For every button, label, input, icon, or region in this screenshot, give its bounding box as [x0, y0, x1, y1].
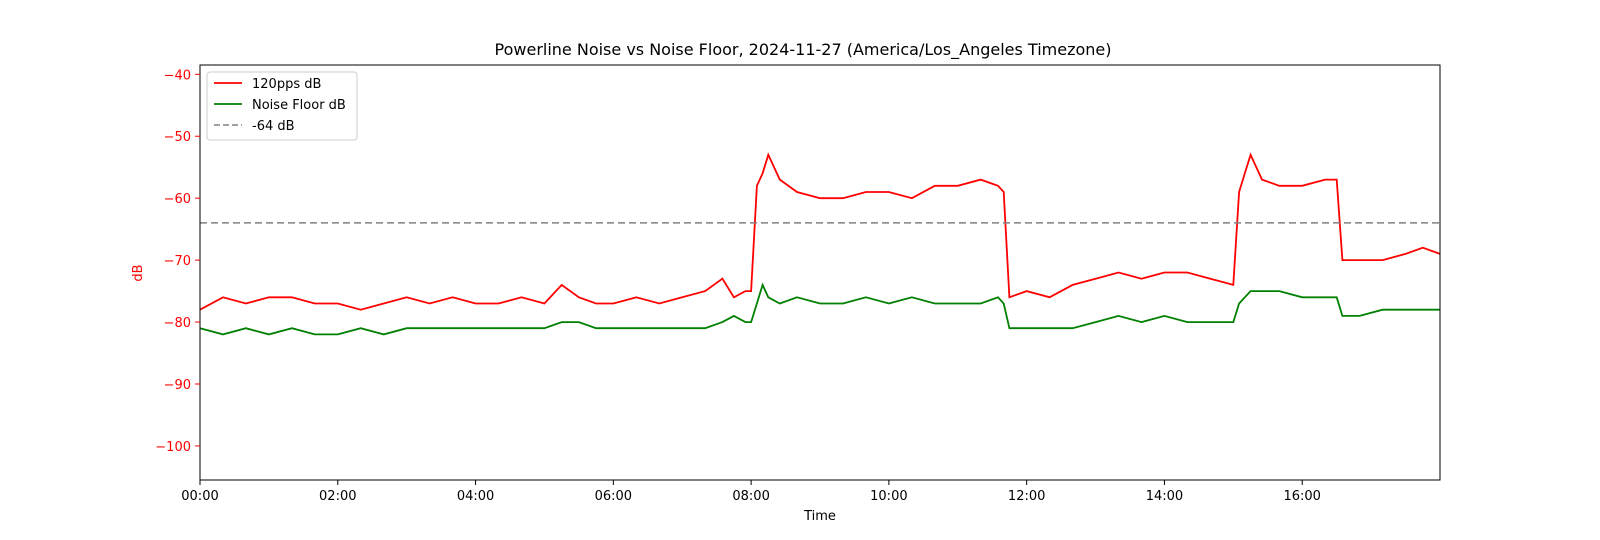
legend-label-1: Noise Floor dB — [252, 98, 346, 113]
y-tick-label: −40 — [164, 68, 191, 83]
x-tick-label: 00:00 — [181, 489, 218, 504]
y-tick-label: −100 — [155, 440, 191, 455]
y-tick-label: −50 — [164, 130, 191, 145]
legend-label-0: 120pps dB — [252, 77, 321, 92]
legend: 120pps dB Noise Floor dB -64 dB — [206, 71, 358, 141]
y-tick-label: −90 — [164, 378, 191, 393]
legend-box — [206, 71, 358, 141]
x-axis: 00:00 02:00 04:00 06:00 08:00 10:00 12:00 14:00… — [181, 480, 1321, 504]
x-axis-label: Time — [803, 509, 836, 524]
x-tick-label: 16:00 — [1283, 489, 1320, 504]
x-tick-label: 06:00 — [595, 489, 632, 504]
y-axis-label: dB — [131, 264, 146, 281]
series-layer — [199, 152, 1441, 336]
x-tick-label: 12:00 — [1008, 489, 1045, 504]
y-tick-label: −70 — [164, 254, 191, 269]
plot-frame — [199, 64, 1441, 481]
legend-label-2: -64 dB — [252, 119, 295, 134]
y-tick-label: −80 — [164, 316, 191, 331]
x-tick-label: 02:00 — [319, 489, 356, 504]
y-tick-label: −60 — [164, 192, 191, 207]
chart-title: Powerline Noise vs Noise Floor, 2024-11-… — [495, 40, 1112, 60]
series-line-0 — [199, 152, 1441, 311]
x-tick-label: 08:00 — [732, 489, 769, 504]
x-tick-label: 04:00 — [457, 489, 494, 504]
x-tick-label: 10:00 — [870, 489, 907, 504]
series-line-1 — [199, 282, 1440, 336]
x-tick-label: 14:00 — [1146, 489, 1183, 504]
y-axis: −40 −50 −60 −70 −80 −90 −100 — [155, 68, 200, 455]
